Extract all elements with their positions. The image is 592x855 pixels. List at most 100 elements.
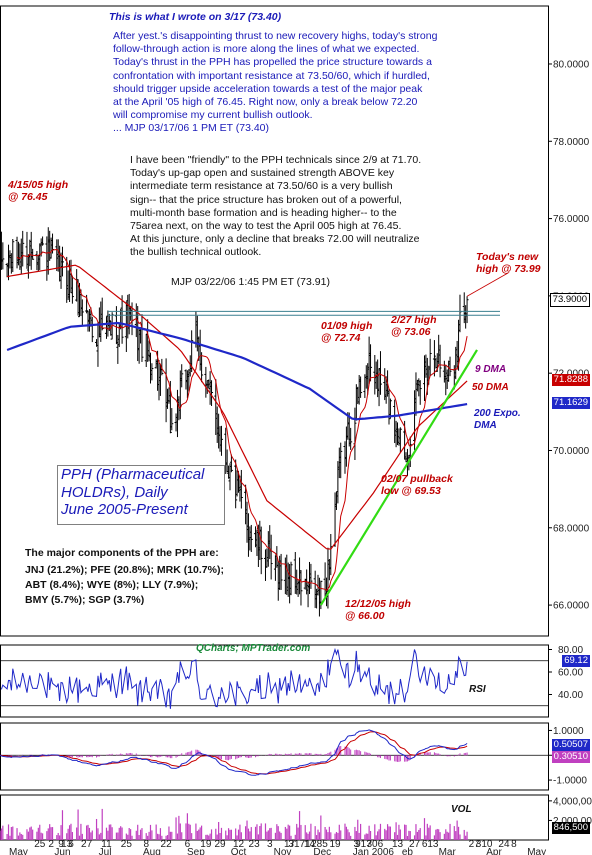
label-line: 01/09 high [321, 320, 373, 332]
note2-line: I have been "friendly" to the PPH techni… [130, 154, 422, 166]
note1-line: should trigger upside acceleration towar… [113, 82, 423, 95]
price-tick-label: 68.0000 [553, 523, 590, 534]
note1-line: After yest.'s disappointing thrust to ne… [113, 30, 438, 42]
label-line: 2/27 high [391, 314, 437, 326]
x-day-label: 27 [469, 839, 481, 850]
x-day-label: 27 [81, 839, 93, 850]
rsi-tick-label: 80.00 [558, 645, 583, 656]
x-month-label: Nov [274, 847, 292, 855]
label-ma50: 50 DMA [472, 382, 509, 393]
x-day-label: 19 [329, 839, 341, 850]
label-line: DMA [474, 420, 497, 431]
note1-body: After yest.'s disappointing thrust to ne… [113, 30, 437, 136]
x-month-label: May [9, 847, 28, 855]
chart-title-line: June 2005-Present [61, 501, 188, 518]
rsi-tag: 69.12 [562, 655, 590, 667]
components-line: JNJ (21.2%); PFE (20.8%); MRK (10.7%); [25, 564, 224, 576]
x-month-label: Mar [439, 847, 457, 855]
price-tick-label: 80.0000 [553, 59, 590, 70]
note2-line: multi-month base formation and is headin… [130, 206, 397, 219]
label-line: 02/07 pullback [381, 473, 453, 485]
label-line: low @ 69.53 [381, 485, 441, 497]
label-line: 200 Expo. [474, 408, 521, 419]
note2-line: intermediate term resistance at 73.50/60… [130, 180, 393, 193]
note1-line: follow-through action is more along the … [113, 43, 420, 56]
note1-line: ... MJP 03/17/06 1 PM ET (73.40) [113, 122, 270, 135]
x-month-label: eb [402, 847, 414, 855]
label-ema200: 200 Expo. DMA [474, 408, 521, 432]
macd-tag: 0.50507 [551, 739, 590, 751]
x-month-label: Aug [143, 847, 161, 855]
chart-title-box: PPH (Pharmaceutical HOLDRs), Daily June … [57, 465, 225, 525]
volume-tag: 846,500 [551, 822, 590, 834]
x-month-label: Sep [187, 847, 205, 855]
label-high-0227: 2/27 high @ 73.06 [391, 314, 437, 338]
label-line: @ 76.45 [8, 191, 48, 203]
label-line: Today's new [476, 251, 539, 263]
x-day-label: 22 [161, 839, 173, 850]
vol-label: VOL [451, 804, 472, 815]
volume-tick-label: 4,000,000 [553, 796, 592, 807]
note1-line: confrontation with important resistance … [113, 69, 430, 82]
rsi-panel [0, 644, 549, 718]
todays-high-pointer [466, 272, 509, 297]
rsi-label: RSI [469, 684, 486, 695]
x-month-label: Apr [486, 847, 502, 855]
chart-title-line: HOLDRs), Daily [61, 483, 168, 501]
x-month-label: Oct [231, 847, 247, 855]
label-line: 4/15/05 high [8, 179, 69, 191]
note2-line: At this juncture, only a decline that br… [130, 233, 420, 246]
x-month-label: Jan 2006 [353, 847, 395, 855]
x-day-label: 8 [143, 839, 149, 850]
macd-tick-label: 1.0000 [553, 726, 584, 737]
x-month-label: Dec [313, 847, 331, 855]
components-heading: The major components of the PPH are: [25, 547, 219, 559]
label-line: @ 73.06 [391, 326, 431, 338]
macd-signal-line [0, 731, 468, 775]
x-day-label: 27 [409, 839, 421, 850]
note2-line: the bullish technical outlook. [130, 246, 262, 259]
x-day-label: 306 [366, 839, 383, 850]
price-panel [0, 5, 549, 637]
x-day-label: 13 [392, 839, 404, 850]
ma50-tag: 71.8288 [551, 374, 590, 386]
x-day-label: 285 [311, 839, 328, 850]
x-day-label: 6 [185, 839, 191, 850]
label-todays-high: Today's new high @ 73.99 [476, 251, 541, 275]
note2-line: sign-- that the price structure has brok… [130, 193, 402, 206]
price-tick-label: 70.0000 [553, 446, 590, 457]
macd-signal-tag: 0.30510 [551, 751, 590, 763]
label-high-0109: 01/09 high @ 72.74 [321, 320, 372, 344]
x-day-label: 3171 [288, 839, 311, 850]
chart-title-line: PPH (Pharmaceutical [61, 466, 205, 483]
x-month-label: Jun [54, 847, 70, 855]
price-tick-label: 76.0000 [553, 214, 590, 225]
ema200-line [6, 321, 468, 421]
uptrend-line [319, 349, 478, 606]
label-line: @ 72.74 [321, 332, 361, 344]
x-day-label: 8 [511, 839, 517, 850]
ma50-line [6, 264, 468, 550]
x-day-label: 917 [355, 839, 372, 850]
label-high-0415: 4/15/05 high @ 76.45 [8, 179, 68, 203]
note1-block: This is what I wrote on 3/17 (73.40) [109, 11, 281, 23]
x-day-label: 3 [267, 839, 273, 850]
x-month-label: Jul [99, 847, 112, 855]
x-day-label: 29 [214, 839, 226, 850]
ma9-line [16, 248, 468, 592]
macd-tick-label: -1.0000 [553, 776, 587, 787]
note1-line: Today's thrust in the PPH has propelled … [113, 56, 432, 69]
macd-panel [0, 722, 549, 791]
x-day-label: 25 [34, 839, 46, 850]
x-day-label: 25 [121, 839, 133, 850]
x-day-label: 23 [249, 839, 261, 850]
label-pullback-0207: 02/07 pullback low @ 69.53 [381, 473, 453, 497]
note2-body: I have been "friendly" to the PPH techni… [130, 154, 421, 260]
note2-line: Today's up-gap open and sustained streng… [130, 167, 395, 180]
x-day-label: 14 [304, 839, 316, 850]
note2-line: 75area next, on the way to test the Apri… [130, 220, 402, 233]
label-ma9: 9 DMA [475, 364, 507, 375]
x-day-label: 613 [422, 839, 439, 850]
